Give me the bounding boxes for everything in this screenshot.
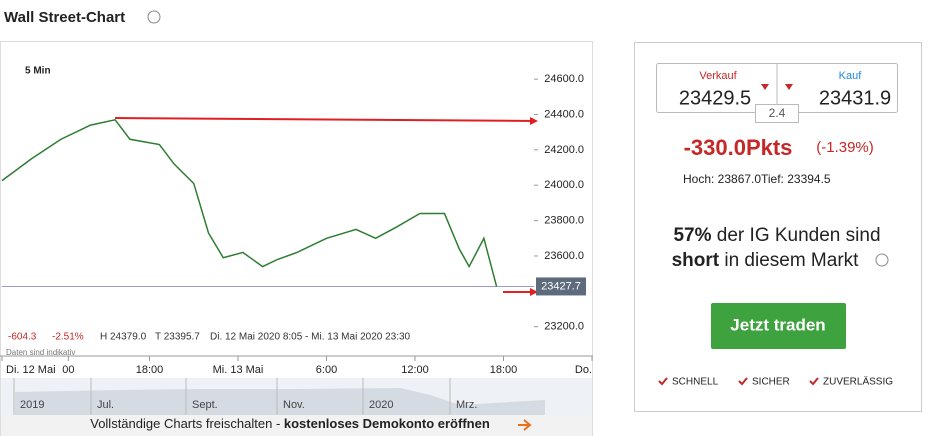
feature: ZUVERLÄSSIG <box>823 376 893 388</box>
arrow-head <box>530 288 538 296</box>
page-title: Wall Street-Chart <box>4 9 125 26</box>
y-tick-label: 24000.0 <box>544 179 584 191</box>
banner-link[interactable]: kostenloses Demokonto eröffnen <box>284 416 490 431</box>
last-price-label: 23427.7 <box>541 280 581 292</box>
feature: SICHER <box>752 377 790 388</box>
banner-arrow <box>518 419 532 431</box>
navigator-label: Mrz. <box>456 399 477 411</box>
change: -330.0Pkts <box>684 135 793 160</box>
navigator-label: 2020 <box>369 399 393 411</box>
high: Hoch: 23867.0 <box>683 172 761 186</box>
interval[interactable]: 5 Min <box>25 66 51 77</box>
low: Tief: 23394.5 <box>761 172 831 186</box>
sell-price[interactable]: 23429.5 <box>679 87 751 109</box>
stat: H 24379.0 <box>100 332 147 343</box>
x-tick-label: 00 <box>62 364 74 376</box>
x-tick-label: 12:00 <box>401 364 429 376</box>
stat: Di. 12 Mai 2020 8:05 - Mi. 13 Mai 2020 2… <box>210 332 411 343</box>
x-tick-label: 18:00 <box>136 364 164 376</box>
last-price-box <box>536 277 586 296</box>
sentiment-pct: 57% <box>673 225 711 246</box>
stat: T 23395.7 <box>155 332 200 343</box>
stat: -604.3 <box>8 332 37 343</box>
banner[interactable] <box>1 415 592 436</box>
navigator-area <box>15 388 545 415</box>
y-tick-label: 23600.0 <box>544 250 584 262</box>
buy-price[interactable]: 23431.9 <box>819 87 891 109</box>
sell-label: Verkauf <box>699 70 737 82</box>
sentiment-side: short <box>672 250 720 271</box>
features: SCHNELL SICHER ZUVERLÄSSIG <box>658 376 893 388</box>
data-note: Daten sind indikativ <box>6 348 75 357</box>
x-tick-label: Do. <box>575 364 592 376</box>
arrow-head <box>530 117 538 125</box>
x-tick-label: 6:00 <box>316 364 337 376</box>
banner-lead: Vollständige Charts freischalten - <box>90 416 284 431</box>
x-tick-label: 18:00 <box>490 364 518 376</box>
y-tick-label: 24600.0 <box>544 73 584 85</box>
price-line <box>1 118 498 287</box>
trade-button-label[interactable]: Jetzt traden <box>730 315 825 334</box>
info-icon[interactable] <box>147 10 161 24</box>
annotation-arrow <box>114 117 537 122</box>
sentiment-line: short in diesem Markt <box>672 250 860 271</box>
chart-frame <box>0 41 593 436</box>
y-tick-label: 24200.0 <box>544 144 584 156</box>
direction-icons <box>761 84 793 90</box>
navigator-label: Nov. <box>283 399 305 411</box>
stat: -2.51% <box>52 332 84 343</box>
navigator-label: Sept. <box>192 399 218 411</box>
navigator-label: 2019 <box>20 399 44 411</box>
navigator-label: Jul. <box>97 399 114 411</box>
check-icons <box>658 377 819 386</box>
change-pct: (-1.39%) <box>816 139 874 156</box>
sentiment-text: der IG Kunden sind <box>712 225 881 246</box>
x-tick-label: Mi. 13 Mai <box>213 364 264 376</box>
x-tick-label: Di. 12 Mai <box>6 364 56 376</box>
trade-button[interactable] <box>711 303 846 349</box>
sentiment-text: in diesem Markt <box>719 250 859 271</box>
y-tick-label: 23800.0 <box>544 215 584 227</box>
spread: 2.4 <box>769 106 786 120</box>
buy-label: Kauf <box>839 70 863 82</box>
banner-text[interactable]: Vollständige Charts freischalten - koste… <box>90 416 490 431</box>
spread-box <box>755 104 799 123</box>
y-tick-label: 23200.0 <box>544 321 584 333</box>
sentiment-line: 57% der IG Kunden sind <box>673 225 880 246</box>
feature: SCHNELL <box>672 377 719 388</box>
info-icon[interactable] <box>875 253 889 267</box>
y-tick-label: 24400.0 <box>544 108 584 120</box>
